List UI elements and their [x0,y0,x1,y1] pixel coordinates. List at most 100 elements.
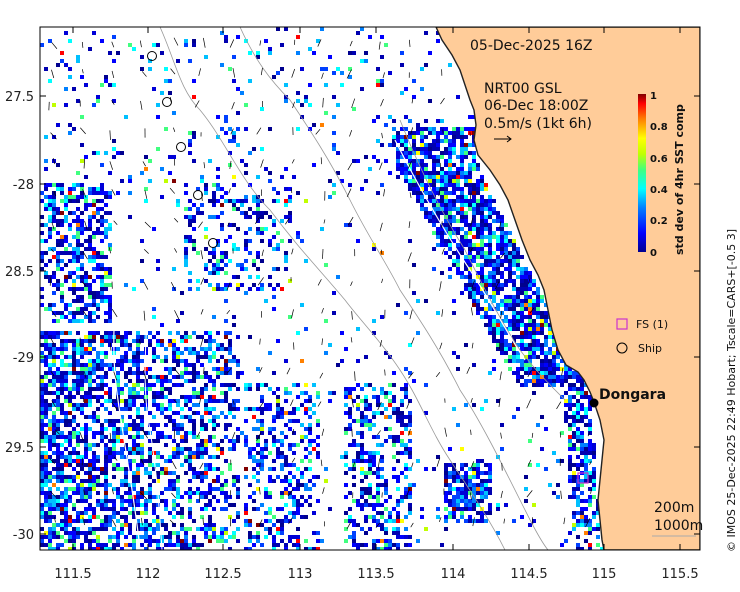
sst-pixel [492,259,496,263]
sst-pixel [376,399,380,403]
sst-pixel [84,403,88,407]
sst-pixel [100,439,104,443]
vector-arrow-icon [585,518,591,528]
sst-pixel [268,527,272,531]
sst-pixel [372,459,376,463]
sst-pixel [192,535,196,539]
sst-pixel [480,275,484,279]
sst-pixel [128,531,132,535]
sst-pixel [560,459,564,463]
sst-pixel [56,243,60,247]
sst-pixel [576,403,580,407]
sst-pixel [516,319,520,323]
sst-pixel [452,239,456,243]
sst-pixel [388,171,392,175]
sst-pixel [368,471,372,475]
sst-pixel [296,127,300,131]
sst-pixel [220,355,224,359]
sst-pixel [176,495,180,499]
sst-pixel [456,211,460,215]
sst-pixel [356,407,360,411]
sst-pixel [512,279,516,283]
sst-pixel [44,515,48,519]
sst-pixel [408,119,412,123]
sst-pixel [164,347,168,351]
sst-pixel [120,359,124,363]
sst-pixel [420,203,424,207]
sst-pixel [544,343,548,347]
sst-pixel [84,519,88,523]
sst-pixel [300,439,304,443]
sst-pixel [44,239,48,243]
vector-arrow-icon [494,135,512,143]
sst-pixel [452,131,456,135]
sst-pixel [88,427,92,431]
sst-pixel [44,375,48,379]
sst-pixel [552,379,556,383]
sst-pixel [420,147,424,151]
vector-arrow-icon [321,307,324,314]
sst-pixel [144,527,148,531]
sst-pixel [128,451,132,455]
sst-pixel [172,515,176,519]
sst-pixel [172,375,176,379]
sst-pixel [476,183,480,187]
sst-pixel [132,399,136,403]
sst-pixel [152,383,156,387]
sst-pixel [396,419,400,423]
sst-pixel [88,363,92,367]
sst-pixel [92,255,96,259]
vector-arrow-icon [498,397,501,408]
sst-pixel [480,291,484,295]
sst-pixel [168,471,172,475]
sst-pixel [68,531,72,535]
sst-pixel [168,419,172,423]
sst-pixel [156,403,160,407]
sst-pixel [308,47,312,51]
sst-pixel [76,275,80,279]
sst-pixel [456,199,460,203]
sst-pixel [436,155,440,159]
sst-pixel [440,543,444,547]
sst-pixel [444,227,448,231]
sst-pixel [116,151,120,155]
sst-pixel [588,447,592,451]
sst-pixel [436,219,440,223]
sst-pixel [76,99,80,103]
sst-pixel [44,439,48,443]
sst-pixel [112,419,116,423]
sst-pixel [276,451,280,455]
sst-pixel [188,451,192,455]
sst-pixel [424,467,428,471]
sst-pixel [56,219,60,223]
sst-pixel [224,115,228,119]
sst-pixel [520,383,524,387]
sst-pixel [64,419,68,423]
sst-pixel [232,139,236,143]
sst-pixel [428,147,432,151]
sst-pixel [80,267,84,271]
sst-pixel [216,187,220,191]
colorbar-tick: 0.8 [650,122,668,133]
sst-pixel [264,519,268,523]
vector-arrow-icon [109,432,112,441]
sst-pixel [72,387,76,391]
sst-pixel [192,95,196,99]
sst-pixel [44,223,48,227]
vector-arrow-icon [82,251,88,260]
sst-pixel [40,251,44,255]
sst-pixel [396,407,400,411]
sst-pixel [260,411,264,415]
sst-pixel [580,379,584,383]
longitude-labels: 111.5 112 112.5 113 113.5 114 114.5 115 … [54,567,698,582]
sst-pixel [56,459,60,463]
sst-pixel [84,395,88,399]
sst-pixel [312,511,316,515]
sst-pixel [112,507,116,511]
sst-pixel [232,243,236,247]
sst-pixel [204,399,208,403]
sst-pixel [76,235,80,239]
sst-pixel [56,259,60,263]
sst-pixel [64,423,68,427]
sst-pixel [108,455,112,459]
